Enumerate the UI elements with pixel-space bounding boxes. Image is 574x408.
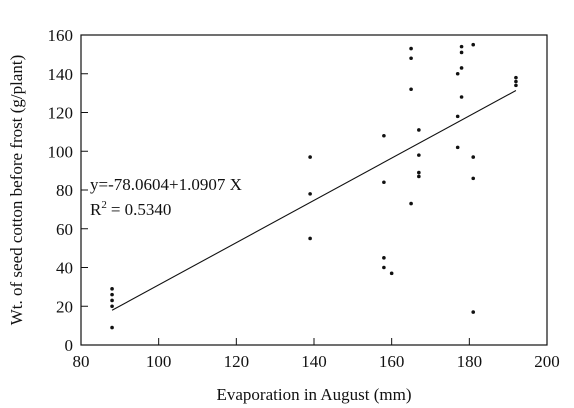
x-tick-label: 160 [379,352,405,371]
x-axis-title: Evaporation in August (mm) [216,385,411,404]
data-point [110,325,114,330]
data-point [417,153,421,157]
data-point [308,192,312,196]
y-tick-label: 40 [56,259,73,278]
data-point [382,265,386,270]
data-point [308,236,312,241]
regression-line [111,90,517,311]
data-point [389,271,394,276]
r-squared-label: R2 = 0.5340 [90,199,171,219]
data-point [110,287,114,291]
data-point [514,83,518,88]
y-tick-label: 80 [56,181,73,200]
r-squared-value: = 0.5340 [111,200,172,219]
data-point [382,180,386,185]
data-point [455,71,460,76]
x-tick-label: 200 [534,352,560,371]
data-point [409,46,413,51]
regression-equation: y=-78.0604+1.0907 X [90,175,242,194]
data-point [417,170,421,175]
data-point [514,79,518,84]
data-point [409,87,413,92]
data-point [471,310,476,314]
data-point [471,42,476,47]
y-axis-ticks: 0 20 40 60 80 100 120 140 160 [48,26,88,355]
y-tick-label: 120 [48,104,74,123]
y-tick-label: 20 [56,297,73,316]
x-tick-label: 100 [146,352,172,371]
data-points [110,42,518,330]
data-point [110,298,114,303]
x-tick-label: 120 [224,352,250,371]
data-point [417,174,421,179]
x-tick-label: 80 [73,352,90,371]
data-point [459,50,464,55]
data-point [459,44,464,49]
data-point [382,256,386,260]
data-point [471,155,476,159]
data-point [417,128,421,132]
x-tick-label: 180 [457,352,483,371]
y-tick-label: 0 [65,336,74,355]
data-point [471,176,476,181]
y-tick-label: 100 [48,142,74,161]
data-point [409,56,413,61]
y-axis-title: Wt. of seed cotton before frost (g/plant… [7,55,26,326]
y-tick-label: 60 [56,220,73,239]
x-axis-ticks: 80 100 120 140 160 180 200 [73,338,560,371]
data-point [514,75,518,80]
data-point [459,95,464,99]
data-point [382,133,386,138]
r-squared-exponent: 2 [101,199,107,211]
data-point [459,66,464,70]
y-tick-label: 140 [48,65,74,84]
data-point [409,201,413,206]
data-point [308,155,312,159]
data-point [110,292,114,297]
y-tick-label: 160 [48,26,74,45]
data-point [455,145,460,150]
r-squared-symbol: R [90,200,102,219]
data-point [110,304,114,309]
data-point [455,114,460,119]
x-tick-label: 140 [301,352,327,371]
